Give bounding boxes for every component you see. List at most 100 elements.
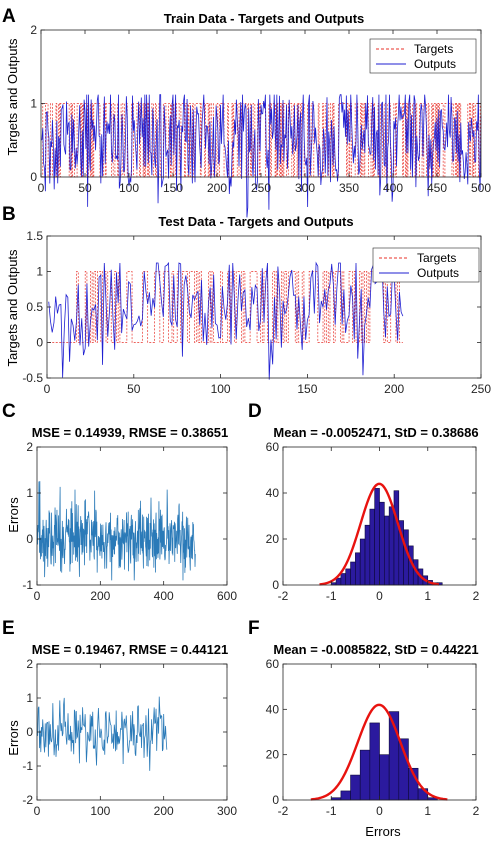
xtick-label: 400	[154, 589, 174, 603]
panel-e-plot: 0 100 200 300 -2 -1 0 1 2	[22, 657, 237, 818]
xtick-label: -2	[278, 804, 289, 818]
series-errors-line	[37, 696, 168, 771]
histogram-bar	[359, 538, 366, 586]
xtick-label: 0	[34, 804, 41, 818]
xtick-label: 500	[471, 181, 491, 195]
panel-letter-c: C	[2, 401, 16, 422]
legend-box	[369, 38, 477, 74]
panel-letter-b: B	[2, 204, 16, 225]
xtick-label: 150	[163, 181, 183, 195]
xtick-label: 0	[38, 181, 45, 195]
histogram-bar	[345, 568, 351, 586]
histogram-bar	[355, 552, 361, 586]
xtick-label: 0	[44, 382, 51, 396]
panel-e-title: MSE = 0.19467, RMSE = 0.44121	[32, 642, 229, 657]
ytick-label: 40	[266, 486, 280, 500]
panel-letter-e: E	[2, 618, 15, 639]
histogram-bar	[384, 515, 390, 586]
legend-label-outputs: Outputs	[417, 266, 459, 280]
histogram-bar	[335, 577, 342, 586]
ytick-label: 1	[36, 265, 43, 279]
ytick-label: -1	[22, 759, 33, 773]
panel-c-ylabel: Errors	[6, 497, 21, 533]
xtick-label: 2	[473, 804, 480, 818]
histogram-bar	[340, 790, 351, 801]
xtick-label: 300	[217, 804, 237, 818]
ytick-label: 0	[272, 793, 279, 807]
ytick-label: 2	[30, 23, 37, 37]
ytick-label: 1	[30, 97, 37, 111]
ytick-label: 0	[272, 578, 279, 592]
ytick-label: -0.5	[22, 371, 43, 385]
xtick-label: 200	[154, 804, 174, 818]
ytick-label: 60	[266, 440, 280, 454]
panel-letter-a: A	[2, 6, 16, 27]
ytick-label: 0	[26, 532, 33, 546]
series-outputs-line	[48, 261, 404, 380]
ytick-label: 0	[30, 170, 37, 184]
xtick-label: 2	[473, 589, 480, 603]
xtick-label: 150	[297, 382, 317, 396]
xtick-label: -1	[326, 589, 337, 603]
ytick-label: 0	[36, 336, 43, 350]
xtick-label: 100	[90, 804, 110, 818]
ytick-label: 0.5	[26, 300, 43, 314]
ytick-label: 20	[266, 748, 280, 762]
xtick-label: 0	[34, 589, 41, 603]
histogram-bar	[369, 508, 375, 586]
series-errors-line	[36, 481, 196, 581]
ytick-label: 1.5	[26, 229, 43, 243]
ytick-label: 40	[266, 702, 280, 716]
xtick-label: 200	[90, 589, 110, 603]
panel-f-title: Mean = -0.0085822, StD = 0.44221	[273, 642, 478, 657]
legend-label-targets: Targets	[417, 251, 456, 265]
histogram-bar	[340, 573, 347, 586]
ytick-label: -2	[22, 793, 33, 807]
normal-fit-curve	[310, 703, 448, 801]
axes-background-c	[37, 447, 227, 585]
xtick-label: 100	[211, 382, 231, 396]
panel-b-ylabel: Targets and Outputs	[5, 249, 20, 367]
histogram-bar	[364, 524, 371, 586]
xtick-label: 200	[384, 382, 404, 396]
xtick-label: -1	[326, 804, 337, 818]
xtick-label: 400	[383, 181, 403, 195]
histogram-bar	[388, 506, 395, 586]
xtick-label: 50	[127, 382, 141, 396]
xtick-label: 250	[251, 181, 271, 195]
xtick-label: 0	[376, 804, 383, 818]
xtick-label: 100	[119, 181, 139, 195]
xtick-label: 450	[427, 181, 447, 195]
histogram-bar	[379, 754, 390, 801]
histogram-bar	[359, 749, 371, 801]
panel-a-title: Train Data - Targets and Outputs	[164, 11, 365, 26]
histogram-bar	[379, 501, 385, 586]
normal-fit-curve	[319, 482, 440, 586]
xtick-label: 200	[207, 181, 227, 195]
xtick-label: 1	[424, 589, 431, 603]
legend-label-outputs: Outputs	[414, 57, 456, 71]
histogram-bar	[350, 561, 356, 586]
histogram-bar	[374, 488, 380, 586]
ytick-label: 2	[26, 657, 33, 671]
series-outputs-line	[41, 94, 482, 218]
ytick-label: 1	[26, 691, 33, 705]
panel-b-title: Test Data - Targets and Outputs	[158, 214, 353, 229]
xtick-label: 1	[424, 804, 431, 818]
xtick-label: 0	[376, 589, 383, 603]
panel-b-plot: 0 50 100 150 200 250-0.500.511.5TargetsOutput…	[22, 229, 491, 396]
panel-letter-f: F	[248, 618, 260, 639]
ytick-label: 0	[26, 725, 33, 739]
panel-letter-d: D	[248, 401, 262, 422]
ytick-label: 60	[266, 657, 280, 671]
ytick-label: -1	[22, 578, 33, 592]
histogram-bar	[393, 490, 400, 586]
legend-label-targets: Targets	[414, 42, 453, 56]
xtick-label: 350	[339, 181, 359, 195]
histogram-bar	[369, 722, 380, 801]
xtick-label: -2	[278, 589, 289, 603]
panel-a-ylabel: Targets and Outputs	[5, 38, 20, 156]
